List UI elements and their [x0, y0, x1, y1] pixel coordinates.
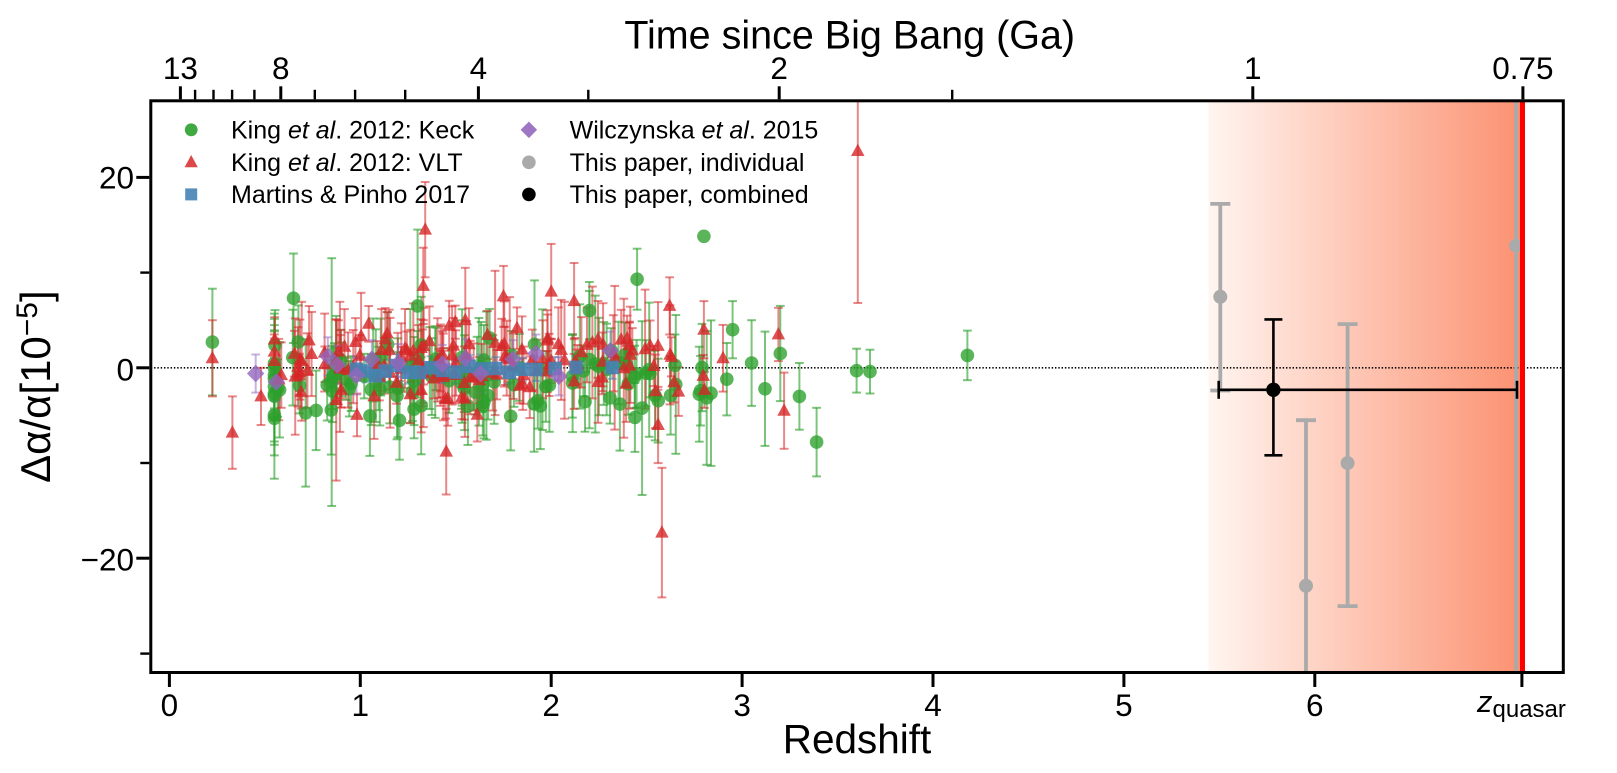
svg-text:20: 20 [99, 159, 134, 195]
svg-text:Time since Big Bang (Ga): Time since Big Bang (Ga) [624, 14, 1075, 58]
svg-text:0.75: 0.75 [1492, 50, 1553, 86]
svg-text:Redshift: Redshift [783, 716, 932, 762]
svg-text:0: 0 [161, 687, 179, 723]
svg-text:2: 2 [542, 687, 560, 723]
svg-text:Wilczynska et al. 2015: Wilczynska et al. 2015 [570, 116, 819, 144]
svg-text:King et al. 2012: Keck: King et al. 2012: Keck [231, 116, 475, 144]
svg-text:Martins & Pinho 2017: Martins & Pinho 2017 [231, 181, 470, 209]
svg-text:1: 1 [1244, 50, 1262, 86]
svg-text:13: 13 [163, 50, 198, 86]
svg-text:2: 2 [770, 50, 788, 86]
svg-text:−20: −20 [81, 542, 134, 578]
svg-text:4: 4 [470, 50, 488, 86]
svg-text:3: 3 [733, 687, 751, 723]
svg-text:6: 6 [1306, 687, 1324, 723]
svg-text:0: 0 [116, 352, 134, 388]
svg-text:8: 8 [272, 50, 290, 86]
svg-text:1: 1 [352, 687, 370, 723]
svg-text:This paper, combined: This paper, combined [570, 181, 809, 209]
svg-text:4: 4 [924, 687, 942, 723]
svg-text:5: 5 [1115, 687, 1133, 723]
svg-text:This paper, individual: This paper, individual [570, 149, 805, 177]
svg-text:King et al. 2012: VLT: King et al. 2012: VLT [231, 149, 463, 177]
